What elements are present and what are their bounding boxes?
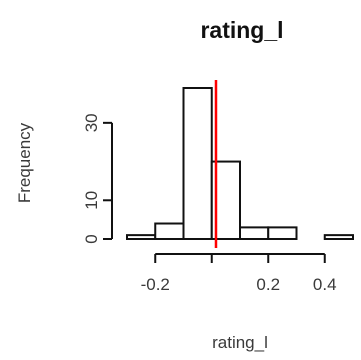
chart-title: rating_l [200,17,283,43]
x-tick-label: 0.4 [313,275,337,294]
x-axis: -0.2 0.2 0.4 [141,253,337,294]
bars [126,87,354,240]
y-tick-label: 30 [82,113,101,132]
x-tick-label: -0.2 [141,275,170,294]
histogram-bar [182,87,213,240]
histogram-bar [126,234,157,240]
y-tick-label: 10 [82,191,101,210]
histogram-bar [239,226,270,240]
y-axis-label: Frequency [15,122,34,203]
histogram-bar [267,226,298,240]
histogram-bar [154,222,185,240]
x-tick-label: 0.2 [256,275,280,294]
x-axis-label: rating_l [212,333,268,352]
y-tick-label: 0 [82,234,101,243]
histogram-bar [323,234,354,240]
y-axis: 0 10 30 [82,113,113,244]
